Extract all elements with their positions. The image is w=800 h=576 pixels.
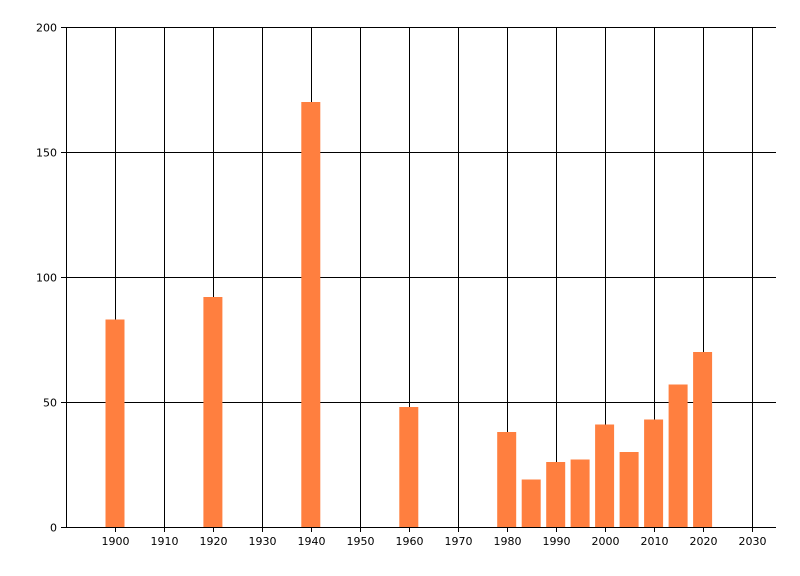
bar-2000 bbox=[595, 424, 615, 527]
x-tick-label-1990: 1990 bbox=[543, 535, 571, 548]
bar-1940 bbox=[301, 102, 321, 527]
x-tick-label-1970: 1970 bbox=[445, 535, 473, 548]
y-tick-label-100: 100 bbox=[36, 272, 57, 285]
bar-2015 bbox=[668, 384, 688, 527]
x-tick-label-1930: 1930 bbox=[249, 535, 277, 548]
bar-1995 bbox=[570, 459, 590, 527]
x-tick-label-1910: 1910 bbox=[151, 535, 179, 548]
x-tick-label-2000: 2000 bbox=[592, 535, 620, 548]
x-tick-label-1980: 1980 bbox=[494, 535, 522, 548]
y-tick-label-200: 200 bbox=[36, 22, 57, 35]
x-tick-label-1960: 1960 bbox=[396, 535, 424, 548]
bar-1990 bbox=[546, 462, 566, 527]
x-tick-label-1940: 1940 bbox=[298, 535, 326, 548]
y-tick-label-50: 50 bbox=[43, 397, 57, 410]
x-tick-label-2020: 2020 bbox=[690, 535, 718, 548]
axes bbox=[66, 27, 776, 528]
bar-2020 bbox=[693, 352, 713, 527]
y-tick-label-0: 0 bbox=[50, 522, 57, 535]
bars bbox=[105, 102, 713, 527]
bar-1985 bbox=[521, 479, 541, 527]
y-tick-labels: 0 50 100 150 200 bbox=[36, 22, 57, 535]
bar-1980 bbox=[497, 432, 517, 527]
x-tick-label-1920: 1920 bbox=[200, 535, 228, 548]
bar-1920 bbox=[203, 297, 223, 527]
y-tick-label-150: 150 bbox=[36, 147, 57, 160]
bar-2005 bbox=[619, 452, 639, 527]
x-tick-label-2010: 2010 bbox=[641, 535, 669, 548]
x-tick-labels: 1900 1910 1920 1930 1940 1950 1960 1970 1980 1990… bbox=[102, 535, 767, 548]
x-tick-label-2030: 2030 bbox=[739, 535, 767, 548]
bar-2010 bbox=[644, 419, 664, 527]
x-tick-label-1950: 1950 bbox=[347, 535, 375, 548]
bar-1900 bbox=[105, 319, 125, 527]
x-tick-label-1900: 1900 bbox=[102, 535, 130, 548]
bar-1960 bbox=[399, 407, 419, 527]
